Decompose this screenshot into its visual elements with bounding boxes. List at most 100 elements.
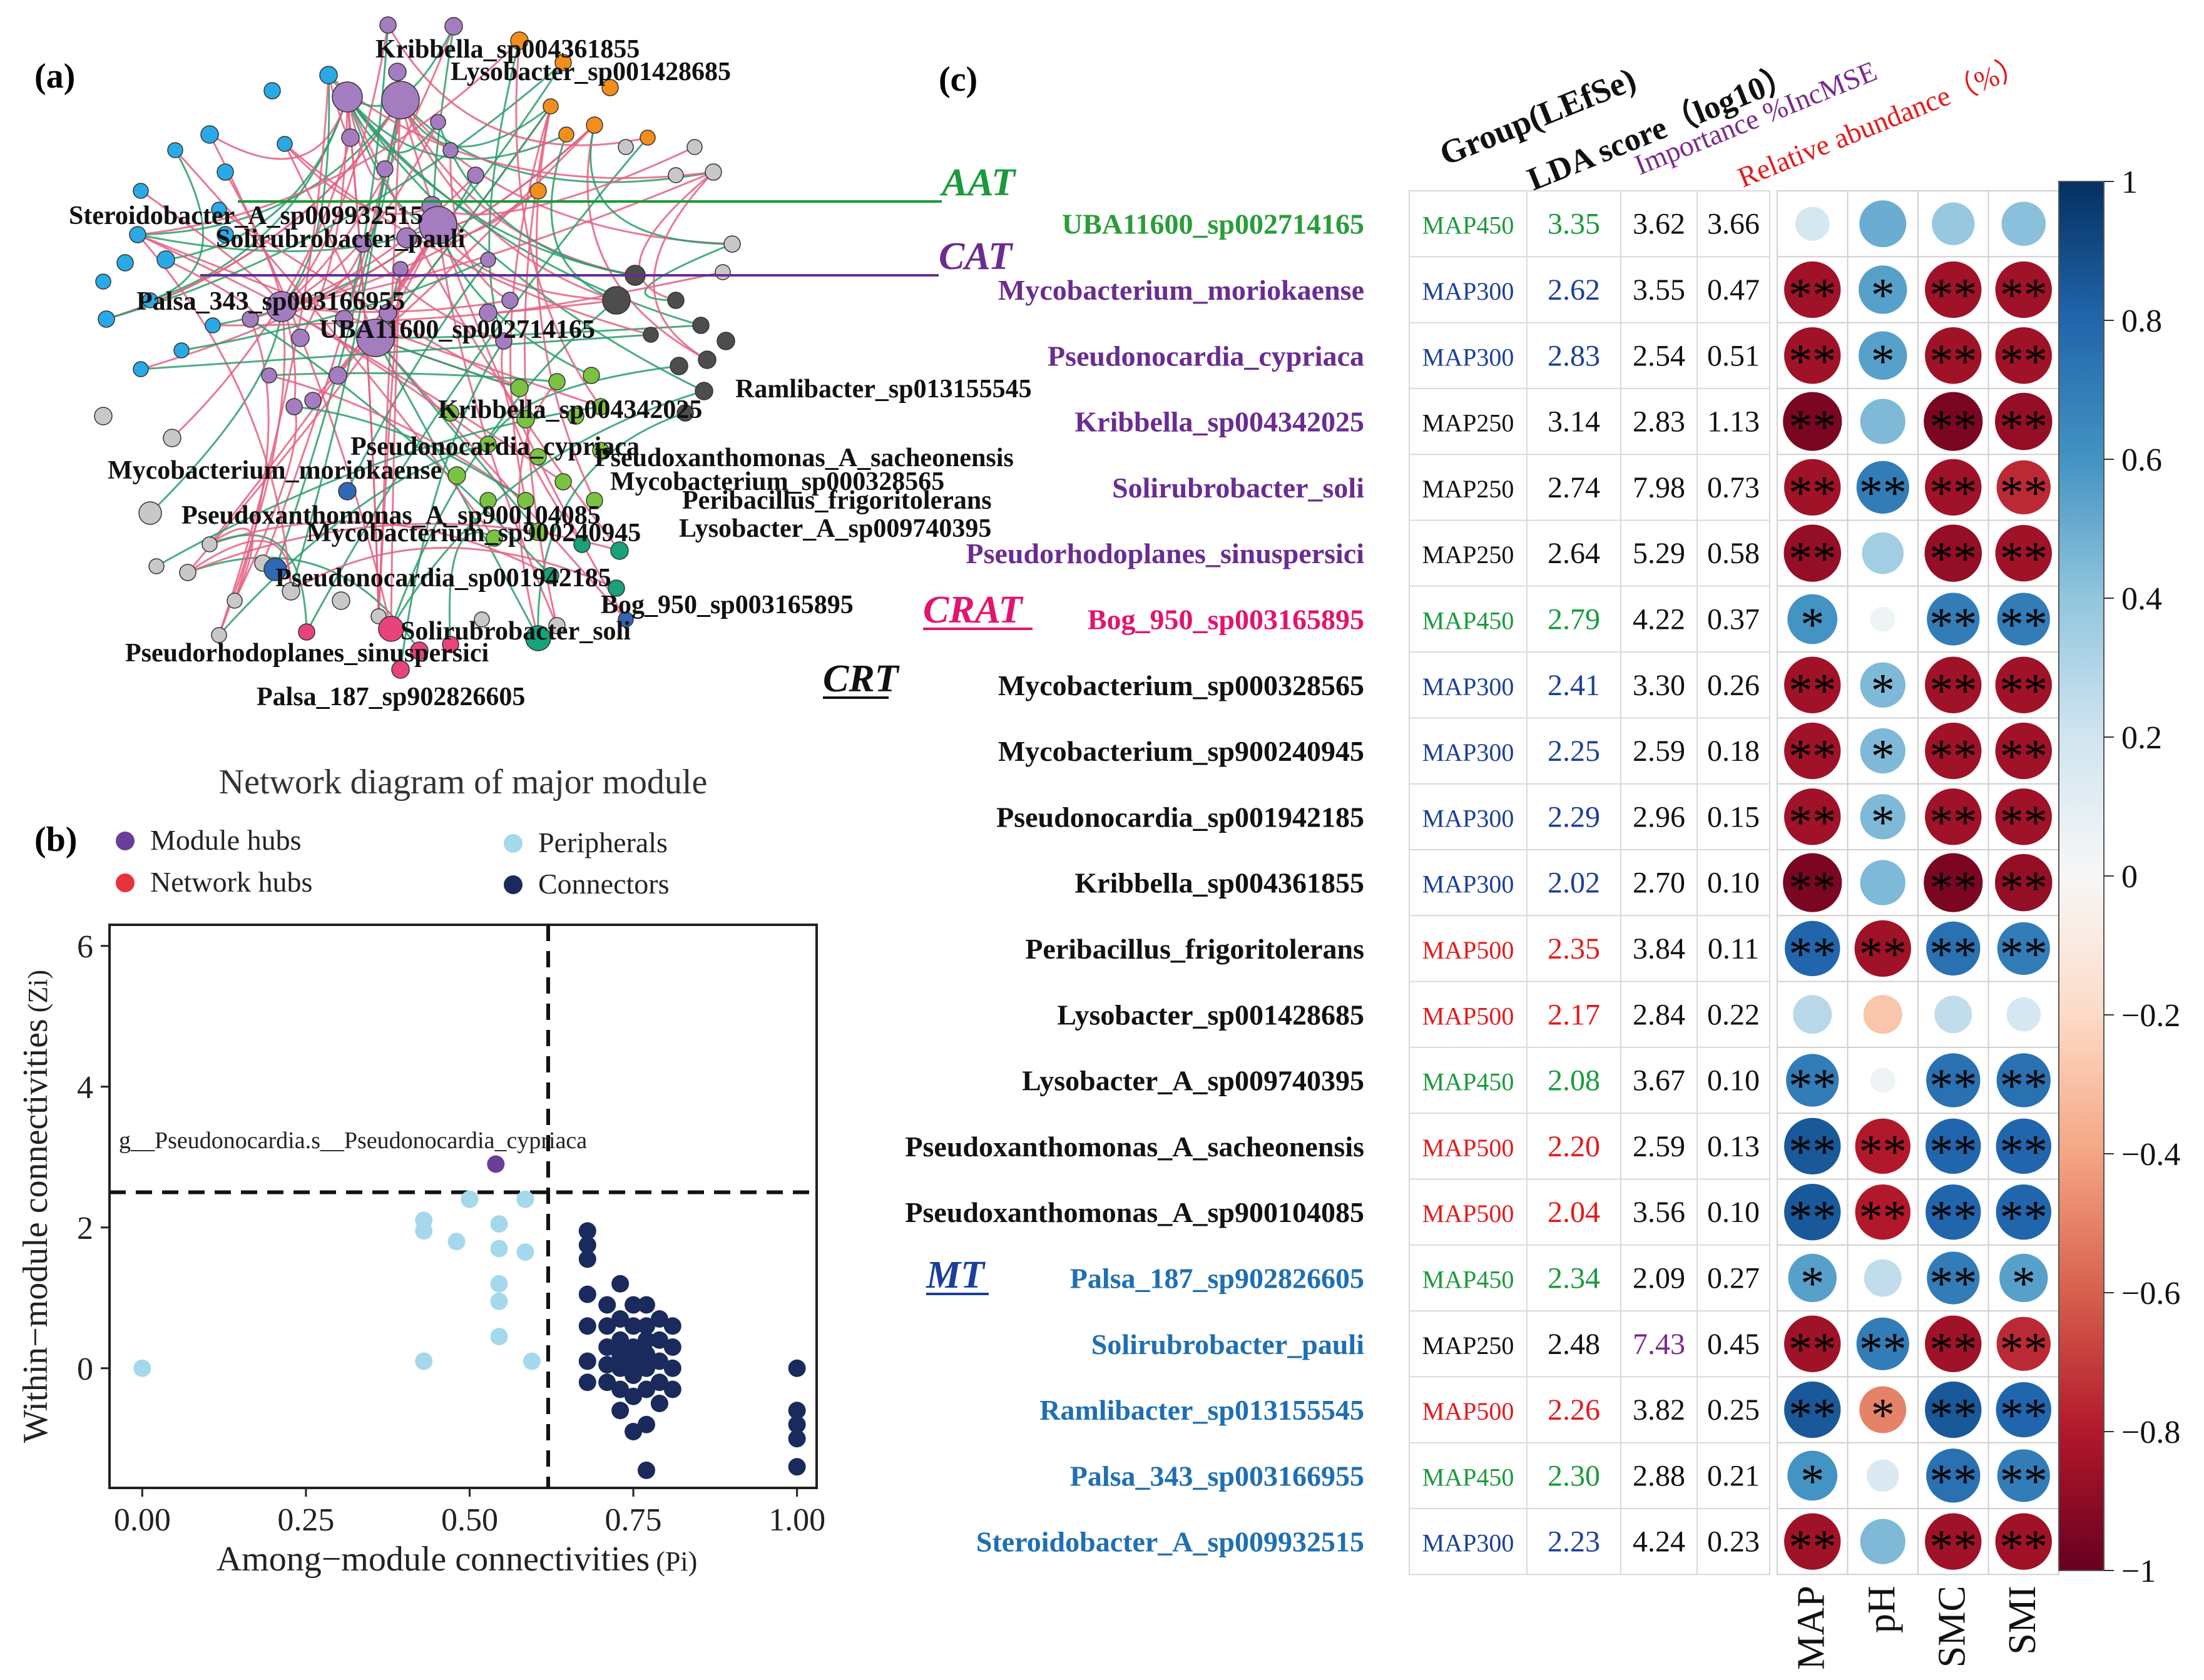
significance-mark: ** bbox=[1929, 928, 1977, 980]
heatmap-cell bbox=[1854, 920, 1911, 977]
heatmap-cell bbox=[1925, 1513, 1982, 1570]
table-cell-importance: 4.22 bbox=[1633, 603, 1685, 636]
network-node-label: Lysobacter_A_sp009740395 bbox=[679, 514, 991, 543]
table-cell-lda: 2.79 bbox=[1548, 603, 1600, 636]
network-edge-positive bbox=[523, 106, 558, 626]
network-node bbox=[486, 529, 503, 547]
network-node bbox=[98, 310, 115, 328]
enzyme-group-labels: AAT CAT CRAT CRT MT bbox=[200, 161, 1033, 1296]
network-edge-positive bbox=[137, 39, 521, 236]
significance-mark: ** bbox=[1788, 269, 1836, 322]
colorbar-tick-label: 0 bbox=[2121, 859, 2138, 895]
network-edge-negative bbox=[293, 405, 526, 502]
legend-label: Network hubs bbox=[150, 866, 312, 898]
table-cell-group: MAP250 bbox=[1422, 475, 1514, 503]
network-edge-negative bbox=[487, 365, 680, 445]
heatmap-cell bbox=[1996, 1316, 2051, 1371]
scatter-legend: Module hubs Peripherals Network hubs Connec… bbox=[116, 824, 670, 900]
heatmap-cell bbox=[1784, 1183, 1841, 1241]
heatmap-cell bbox=[1999, 1253, 2048, 1303]
table-cell-abundance: 0.25 bbox=[1707, 1393, 1760, 1427]
table-cell-group: MAP300 bbox=[1422, 870, 1514, 899]
table-cell-lda: 2.83 bbox=[1548, 339, 1600, 372]
heatmap-cell bbox=[1925, 656, 1982, 713]
significance-mark: ** bbox=[2000, 664, 2048, 717]
network-node bbox=[479, 303, 497, 322]
heatmap-cell bbox=[1784, 261, 1841, 318]
network-node bbox=[419, 206, 457, 245]
network-node bbox=[542, 567, 559, 584]
network-node bbox=[298, 623, 315, 641]
scatter-point-connectors bbox=[598, 1373, 616, 1392]
network-edge-negative bbox=[375, 324, 702, 339]
network-node bbox=[116, 254, 134, 272]
heatmap-column-label: SMC bbox=[1931, 1586, 1973, 1667]
network-node-label: Pseudorhodoplanes_sinuspersici bbox=[125, 639, 489, 668]
network-edge-negative bbox=[268, 372, 558, 383]
network-node bbox=[586, 492, 603, 509]
significance-mark: ** bbox=[1788, 730, 1836, 783]
heatmap-cell bbox=[1784, 1381, 1841, 1438]
network-node bbox=[676, 404, 694, 422]
table-cell-group: MAP500 bbox=[1422, 1199, 1514, 1228]
network-node-label: Peribacillus_frigoritolerans bbox=[682, 486, 992, 515]
heatmap-column-label: pH bbox=[1860, 1586, 1903, 1633]
significance-mark: ** bbox=[1929, 1191, 1977, 1244]
significance-mark: ** bbox=[2000, 1455, 2048, 1507]
network-node bbox=[304, 392, 322, 409]
colorbar-tick-label: 1 bbox=[2121, 165, 2138, 200]
significance-mark: ** bbox=[1929, 1257, 1977, 1310]
network-node bbox=[179, 564, 196, 581]
network-edge-positive bbox=[374, 337, 627, 620]
heatmap-cell bbox=[1855, 1184, 1911, 1240]
legend-label: Module hubs bbox=[150, 824, 302, 856]
network-node bbox=[376, 160, 394, 178]
species-label: Solirubrobacter_pauli bbox=[1091, 1328, 1364, 1360]
heatmap-cell bbox=[2001, 201, 2046, 246]
heatmap-column-labels: MAP pH SMC SMI bbox=[1790, 1586, 2044, 1669]
significance-mark: ** bbox=[1929, 598, 1977, 651]
scatter-point-connectors bbox=[650, 1310, 668, 1328]
significance-mark: ** bbox=[2000, 467, 2048, 519]
table-cell-abundance: 0.21 bbox=[1707, 1459, 1760, 1492]
network-node bbox=[379, 16, 397, 34]
network-edge-positive bbox=[518, 380, 558, 639]
scatter-point-peripherals bbox=[447, 1233, 466, 1251]
network-node bbox=[338, 482, 357, 501]
table-cell-group: MAP450 bbox=[1422, 1463, 1514, 1491]
scatter-point-connectors bbox=[625, 1367, 643, 1384]
significance-mark: ** bbox=[2000, 1323, 2048, 1376]
heatmap-cell bbox=[1866, 1459, 1899, 1492]
heatmap-cell bbox=[1925, 261, 1982, 318]
network-node bbox=[142, 292, 158, 308]
significance-mark: ** bbox=[1859, 928, 1907, 980]
scatter-point-connectors bbox=[625, 1352, 643, 1370]
table-headers: Group(LEfSe)LDA score（log10）Importance %… bbox=[1434, 49, 2031, 198]
panel-label-b: (b) bbox=[34, 820, 77, 859]
table-cell-group: MAP500 bbox=[1422, 1134, 1514, 1162]
significance-mark: ** bbox=[1788, 1521, 1836, 1574]
heatmap-cell bbox=[1997, 1449, 2050, 1502]
network-node-label: Kribbella_sp004342025 bbox=[438, 395, 702, 424]
scatter-point-connectors bbox=[625, 1317, 643, 1335]
heatmap-cell bbox=[1995, 524, 2052, 582]
significance-mark: ** bbox=[1788, 532, 1836, 585]
scatter-y-axis-label: Within−module connectivities(Zi) bbox=[16, 970, 55, 1443]
heatmap-column-label: SMI bbox=[2001, 1586, 2044, 1654]
network-node bbox=[670, 357, 688, 375]
network-edge-negative bbox=[346, 96, 567, 160]
heatmap-cell bbox=[1855, 1118, 1911, 1174]
heatmap-cell bbox=[1784, 1117, 1841, 1175]
network-edge-negative bbox=[250, 318, 552, 577]
table-cell-abundance: 0.37 bbox=[1707, 603, 1760, 636]
network-edge-negative bbox=[150, 150, 205, 302]
network-node bbox=[129, 226, 146, 243]
significance-mark: * bbox=[1871, 335, 1895, 387]
significance-mark: ** bbox=[1929, 1521, 1977, 1574]
heatmap-cell bbox=[1924, 853, 1983, 912]
network-edge-positive bbox=[437, 225, 617, 302]
x-tick-label: 0.75 bbox=[605, 1502, 662, 1538]
table-cell-abundance: 0.51 bbox=[1707, 339, 1760, 372]
heatmap-cell bbox=[1926, 1184, 1981, 1240]
scatter-point-peripherals bbox=[490, 1215, 508, 1233]
